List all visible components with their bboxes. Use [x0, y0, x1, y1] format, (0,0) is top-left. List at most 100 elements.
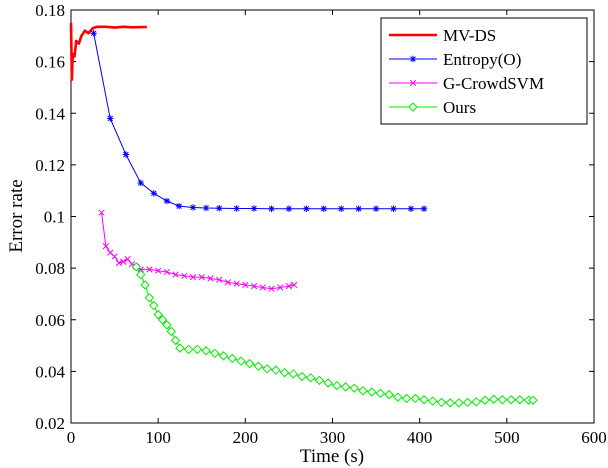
legend-label: MV-DS	[443, 26, 496, 45]
data-point	[288, 369, 298, 379]
data-point	[107, 115, 114, 122]
data-point	[303, 205, 310, 212]
data-point	[166, 326, 176, 337]
data-point	[150, 190, 158, 197]
data-point	[528, 395, 538, 405]
data-point	[120, 258, 127, 265]
legend-item: MV-DS	[389, 26, 496, 45]
data-point	[259, 284, 266, 291]
data-point	[285, 283, 293, 290]
data-point	[268, 285, 275, 292]
data-point	[355, 205, 362, 212]
data-point	[358, 386, 368, 396]
data-point	[471, 397, 482, 407]
data-point	[279, 367, 290, 378]
data-point	[98, 209, 105, 216]
legend-label: G-CrowdSVM	[443, 74, 544, 93]
data-point	[367, 387, 377, 397]
series-layer	[69, 22, 538, 408]
data-point	[144, 293, 155, 303]
legend-item: G-CrowdSVM	[389, 74, 544, 93]
data-point	[201, 346, 211, 356]
data-point	[122, 151, 130, 158]
x-tick-label: 0	[67, 428, 76, 447]
data-point	[349, 383, 359, 393]
data-point	[115, 259, 123, 267]
data-point	[210, 348, 220, 359]
legend-label: Ours	[443, 98, 476, 117]
data-point	[393, 392, 403, 402]
data-point	[124, 255, 131, 263]
data-point	[157, 315, 168, 325]
data-point	[268, 205, 275, 212]
data-point	[90, 30, 97, 37]
data-point	[409, 55, 417, 63]
data-point	[192, 344, 203, 355]
data-point	[408, 102, 418, 112]
data-point	[172, 271, 179, 278]
data-point	[489, 394, 499, 404]
data-point	[162, 320, 172, 330]
data-point	[242, 281, 249, 289]
x-tick-label: 200	[233, 428, 259, 447]
data-point	[189, 204, 197, 211]
data-point	[506, 395, 516, 405]
data-point	[285, 205, 293, 212]
data-point	[515, 395, 525, 405]
x-tick-label: 600	[581, 428, 607, 447]
data-point	[111, 253, 118, 260]
y-tick-label: 0.1	[44, 208, 65, 227]
y-tick-label: 0.18	[35, 1, 65, 20]
data-point	[384, 389, 394, 400]
data-point	[137, 179, 144, 187]
data-point	[323, 378, 333, 388]
data-point	[480, 395, 490, 405]
data-point	[320, 205, 327, 212]
data-point	[290, 281, 298, 289]
y-tick-label: 0.12	[35, 156, 65, 175]
data-point	[262, 364, 272, 374]
data-point	[224, 279, 232, 286]
y-axis-label: Error rate	[6, 179, 27, 252]
data-point	[375, 388, 386, 399]
data-point	[497, 395, 508, 405]
data-point	[163, 197, 171, 205]
y-tick-label: 0.16	[35, 53, 65, 72]
series-line	[101, 212, 295, 290]
x-tick-label: 400	[407, 428, 433, 447]
legend: MV-DS Entropy(O) G-CrowdSVM Ours	[380, 17, 588, 125]
legend-item: Ours	[389, 98, 476, 117]
data-point	[407, 205, 415, 212]
data-point	[236, 356, 246, 366]
data-point	[189, 274, 197, 281]
data-point	[181, 272, 188, 280]
data-point	[218, 351, 229, 361]
data-point	[146, 266, 153, 273]
data-point	[250, 205, 258, 212]
series-mv-ds	[69, 22, 147, 81]
data-point	[216, 276, 223, 283]
legend-item: Entropy(O)	[389, 50, 521, 69]
data-point	[271, 365, 281, 375]
data-point	[175, 343, 185, 353]
y-tick-label: 0.14	[35, 104, 65, 123]
data-point	[155, 267, 162, 274]
data-point	[297, 371, 307, 382]
data-point	[153, 309, 163, 320]
data-point	[183, 344, 194, 355]
data-point	[250, 283, 258, 290]
series-line	[69, 22, 147, 81]
data-point	[198, 274, 205, 281]
x-tick-label: 300	[320, 428, 346, 447]
data-point	[215, 205, 223, 212]
series-entropy-o	[90, 30, 428, 212]
y-tick-label: 0.06	[35, 311, 65, 330]
y-tick-label: 0.04	[35, 362, 65, 381]
data-point	[233, 280, 240, 287]
data-point	[428, 396, 438, 406]
data-point	[207, 275, 214, 282]
data-point	[340, 382, 351, 392]
data-point	[131, 262, 142, 272]
data-point	[372, 205, 380, 212]
